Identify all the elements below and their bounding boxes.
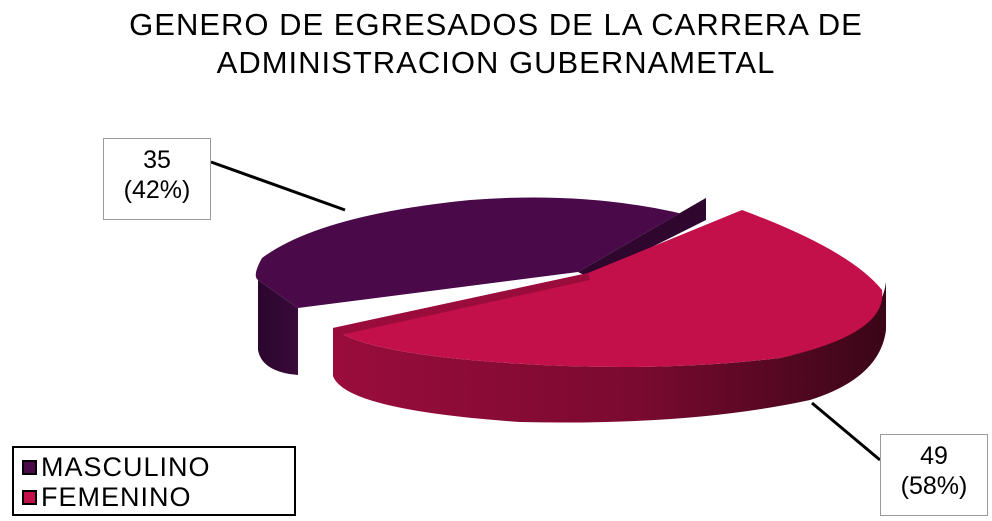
chart-title-line-2: ADMINISTRACION GUBERNAMETAL [216, 45, 776, 80]
data-label-masculino: 35 (42%) [103, 138, 211, 220]
slice-masculino-top [255, 197, 706, 308]
data-label-masculino-percent: (42%) [123, 176, 191, 204]
chart-title: GENERO DE EGRESADOS DE LA CARRERA DE ADM… [0, 6, 992, 82]
legend-swatch-femenino [22, 489, 37, 505]
slice-femenino [333, 210, 886, 423]
slice-masculino [255, 197, 706, 375]
slice-femenino-side [333, 282, 886, 423]
slice-femenino-top [333, 210, 883, 368]
slice-femenino-cut-face [333, 273, 590, 336]
slice-masculino-side [258, 280, 298, 375]
legend: MASCULINO FEMENINO [12, 446, 296, 516]
chart-title-line-1: GENERO DE EGRESADOS DE LA CARRERA DE [129, 7, 863, 42]
legend-item-femenino: FEMENINO [22, 482, 294, 512]
data-label-femenino-percent: (58%) [900, 472, 968, 500]
legend-item-masculino: MASCULINO [22, 452, 294, 482]
legend-label-masculino: MASCULINO [41, 451, 211, 482]
slice-masculino-cut-face [578, 198, 706, 278]
legend-label-femenino: FEMENINO [41, 481, 192, 512]
data-label-femenino: 49 (58%) [880, 434, 988, 516]
leader-line-masculino [210, 160, 346, 212]
leader-line-femenino [811, 401, 881, 462]
data-label-masculino-value: 35 [143, 146, 171, 174]
data-label-femenino-value: 49 [920, 442, 948, 470]
legend-swatch-masculino [22, 459, 37, 475]
